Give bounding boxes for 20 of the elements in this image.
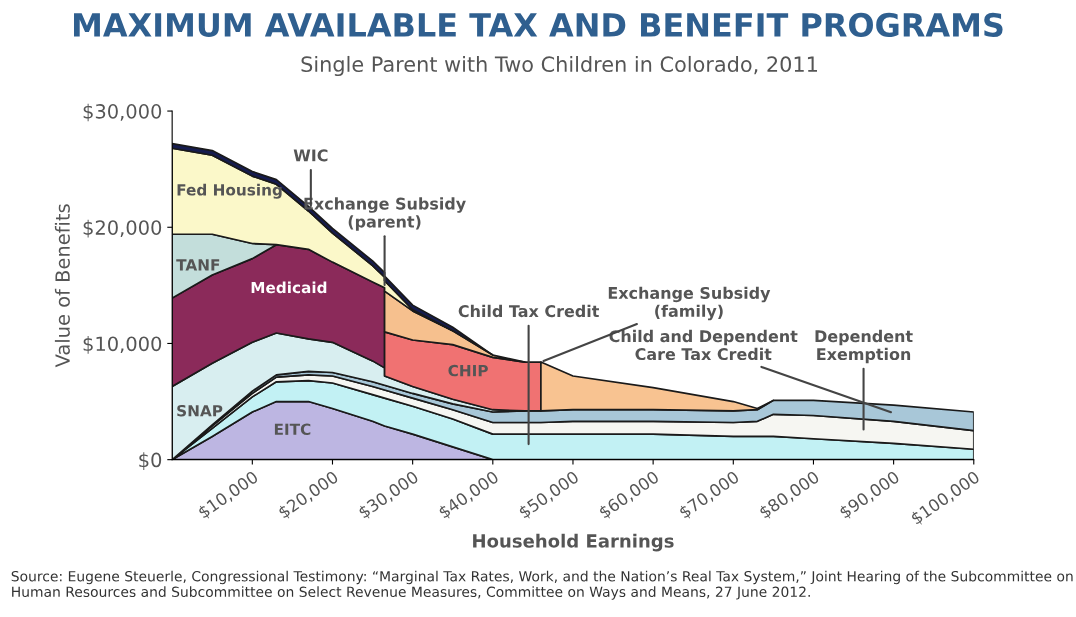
y-tick-label: $0 [139,452,162,470]
y-tick-label: $10,000 [83,336,162,354]
series-label: EITC [274,423,311,436]
series-label: TANF [176,259,220,271]
series-label: Medicaid [251,281,327,294]
text: Child Tax Credit [458,304,599,318]
chart-title: MAXIMUM AVAILABLE TAX AND BENEFIT PROGRAMS [74,12,1003,38]
series-label: SNAP [177,404,223,417]
y-tick-label: $30,000 [83,103,162,122]
chart-subtitle: Single Parent with Two Children in Colorado, 2011 [301,55,817,77]
series-label: CHIP [448,364,488,377]
text: Child and Dependent Care Tax Credit [609,329,798,361]
x-axis-title: Household Earnings [473,533,674,552]
series-label: Fed Housing [177,183,282,199]
source-note: Source: Eugene Steuerle, Congressional Testimony: “Marginal Tax Rates, Work, and the Nation’s Real Tax System,” Joint Hearing of the Subcommittee on Human Resources and Subcommittee on Select Revenue Measures, Committee on Ways and Means, 27 June 2012. [11,570,1073,600]
text: Exchange Subsidy (family) [608,286,771,321]
text: Dependent Exemption [815,329,913,364]
y-axis-title: Value of Benefits [54,204,70,368]
series-label: WIC [293,149,328,162]
y-tick-label: $20,000 [83,219,162,238]
